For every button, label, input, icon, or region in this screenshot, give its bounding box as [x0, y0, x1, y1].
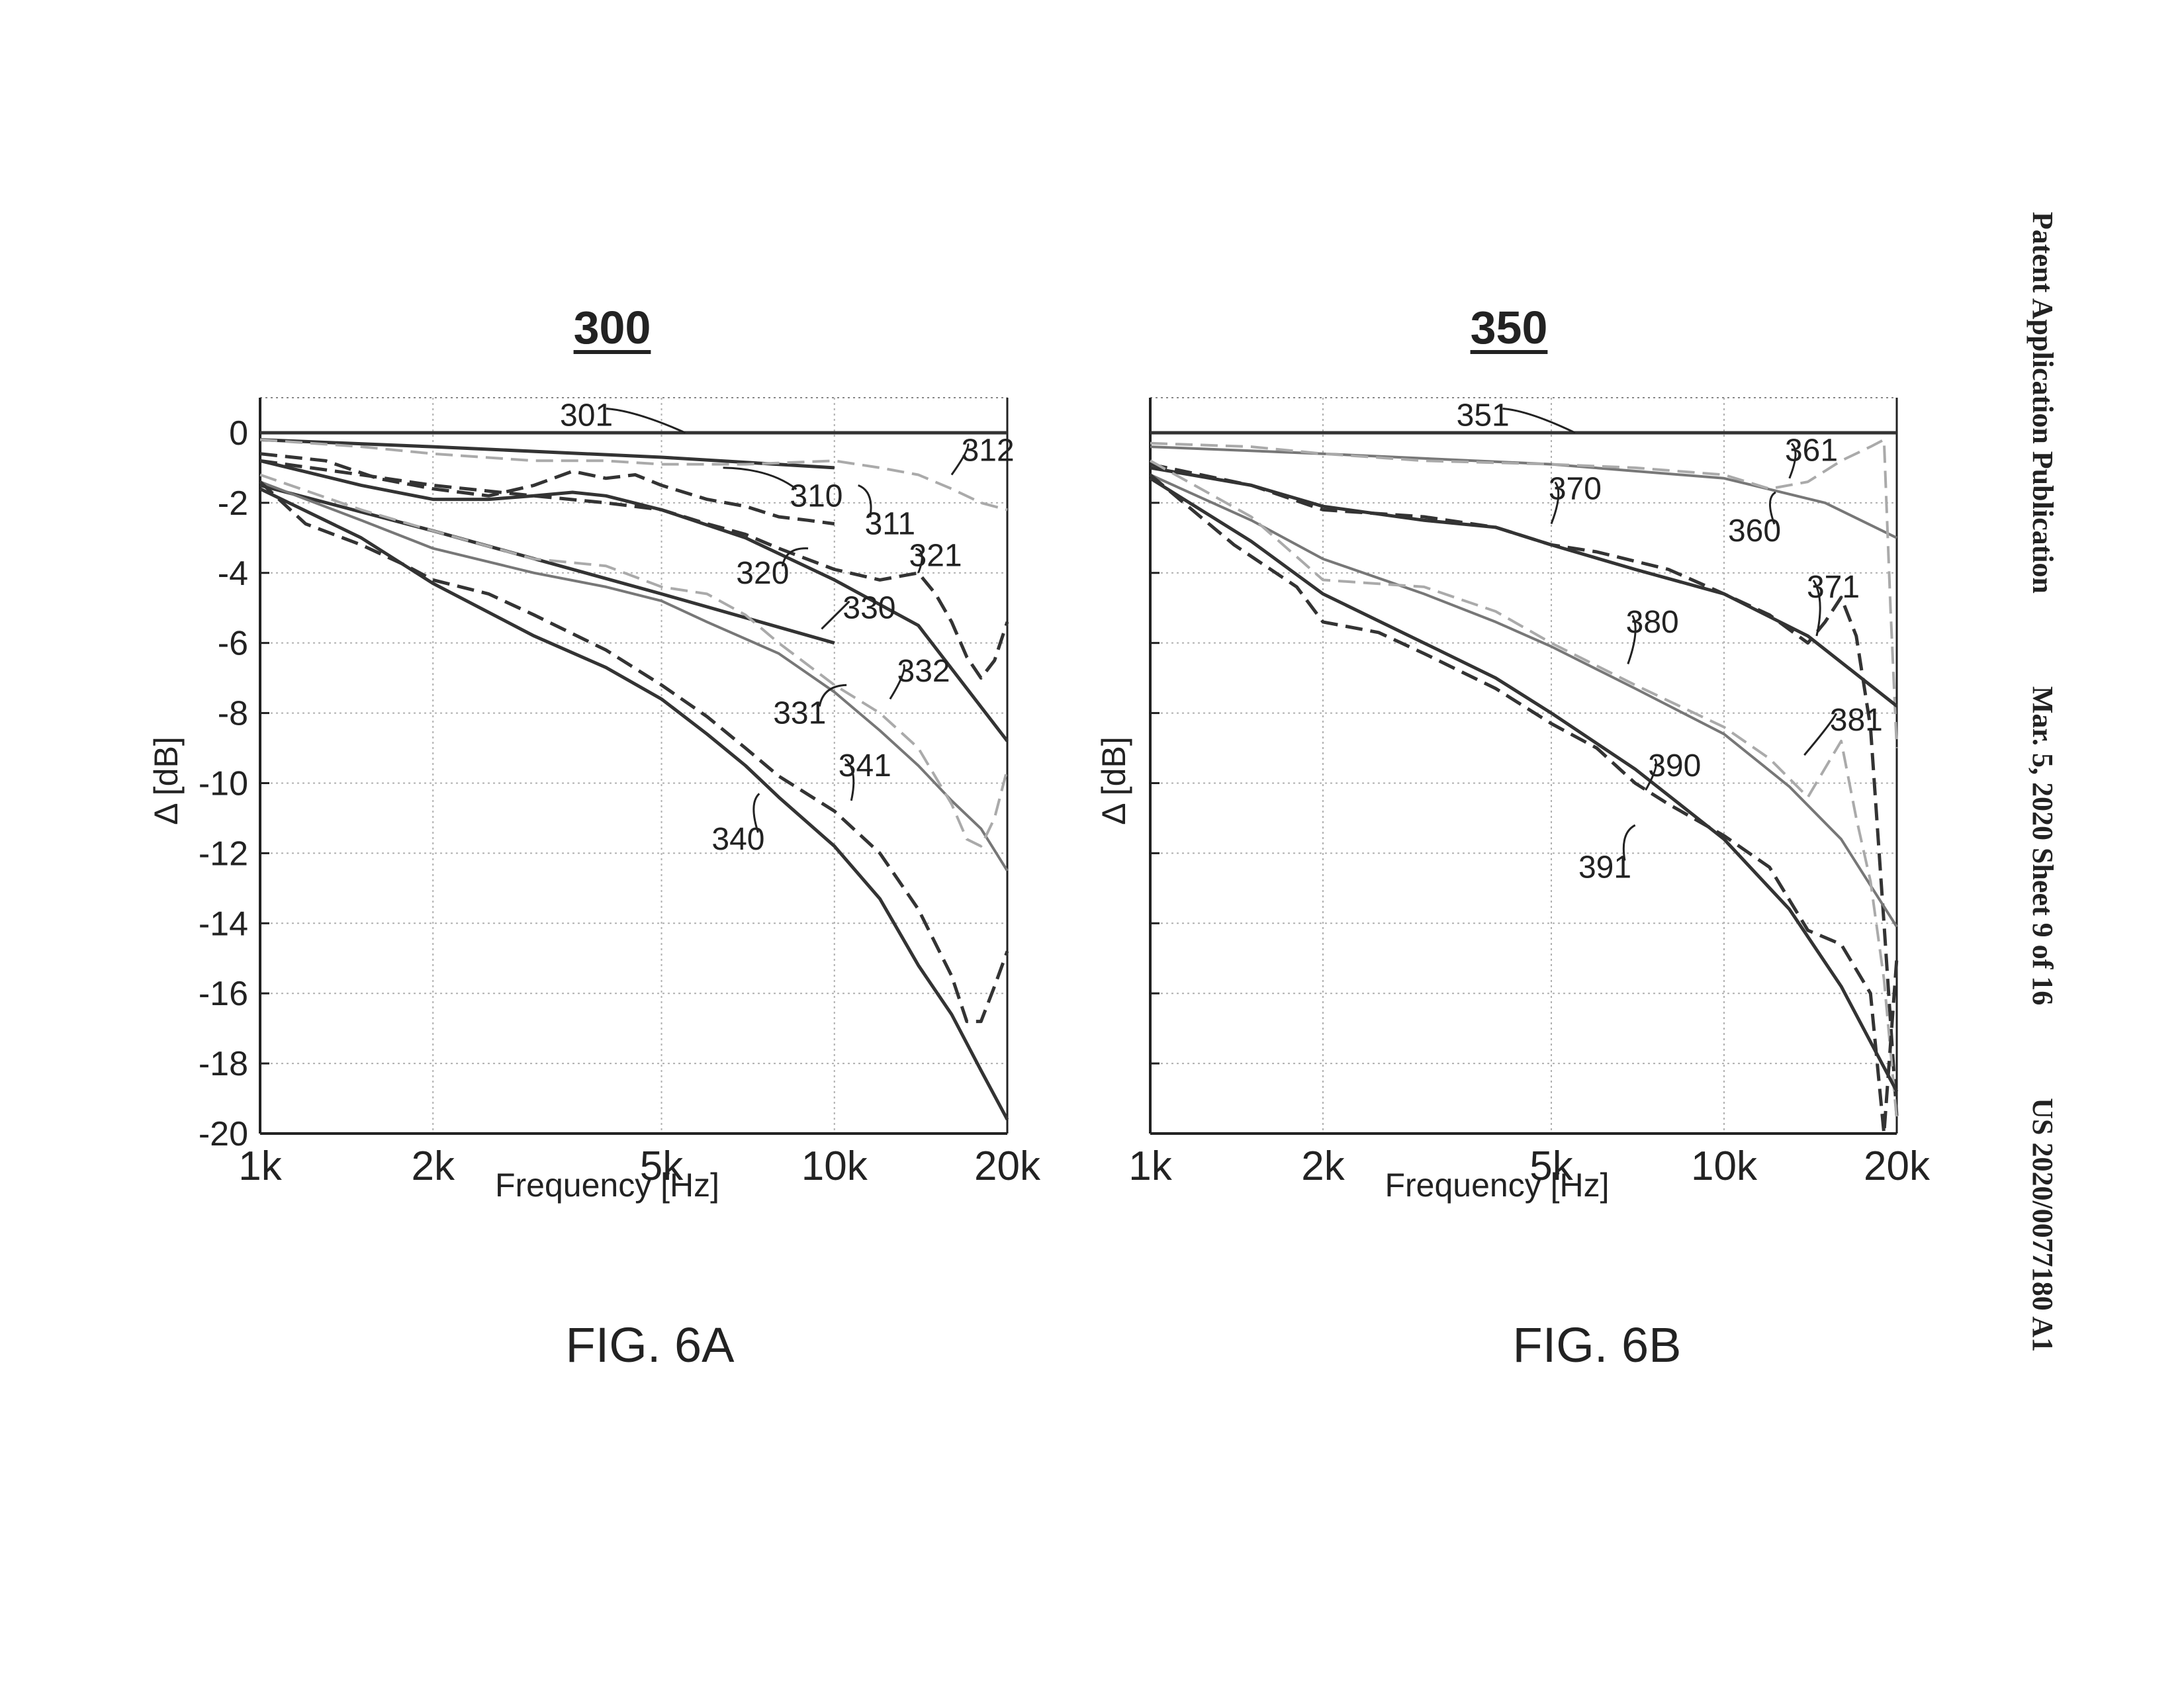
- series-line-381: [1150, 459, 1898, 1120]
- series-line-332: [259, 473, 1009, 848]
- callout-label-340: 340: [711, 822, 764, 857]
- series-line-391: [1149, 473, 1899, 1136]
- series-line-341: [259, 480, 1009, 1024]
- y-tick-label: -2: [218, 484, 248, 523]
- x-tick-label: 1k: [1128, 1143, 1172, 1189]
- callout-label-312: 312: [962, 433, 1015, 468]
- x-tick-label: 5k: [640, 1143, 684, 1189]
- y-tick-label: -4: [218, 555, 248, 593]
- series-line-370: [1150, 466, 1898, 707]
- series-line-311: [259, 452, 835, 526]
- callout-leader-310: [723, 467, 797, 490]
- x-tick-label: 5k: [1529, 1143, 1573, 1189]
- callout-leader-311: [858, 484, 872, 517]
- callout-label-310: 310: [790, 478, 842, 513]
- callout-leader-320: [781, 547, 809, 567]
- callout-leader-381: [1803, 713, 1838, 756]
- x-tick-label: 20k: [1864, 1143, 1931, 1189]
- series-line-390: [1149, 476, 1899, 1092]
- series-line-310: [259, 438, 835, 470]
- x-tick-label: 10k: [1691, 1143, 1758, 1189]
- x-tick-label: 2k: [411, 1143, 455, 1189]
- y-tick-label: -12: [199, 834, 248, 873]
- callout-label-301: 301: [560, 398, 613, 433]
- grid: [1150, 397, 1897, 1134]
- x-axis-label: Frequency [Hz]: [1385, 1167, 1609, 1204]
- x-tick-label: 20k: [974, 1143, 1041, 1189]
- callout-leader-332: [889, 664, 905, 700]
- y-tick-label: -14: [199, 905, 248, 943]
- callout-leader-341: [844, 758, 855, 801]
- y-axis-label: Δ [dB]: [148, 736, 185, 825]
- series-line-360: [1150, 445, 1897, 539]
- figure-number-b: 350: [1470, 302, 1548, 353]
- x-axis-label: Frequency [Hz]: [495, 1167, 719, 1204]
- series-line-361: [1150, 438, 1898, 748]
- series-line-312: [259, 438, 1008, 512]
- callout-label-321: 321: [909, 538, 962, 573]
- callout-label-361: 361: [1785, 433, 1838, 468]
- callout-leader-361: [1788, 443, 1797, 479]
- callout-label-330: 330: [842, 591, 895, 626]
- y-tick-label: -8: [218, 695, 248, 733]
- callout-label-341: 341: [839, 748, 891, 783]
- series-line-340: [259, 487, 1009, 1120]
- x-tick-label: 10k: [801, 1143, 868, 1189]
- callout-leader-321: [915, 547, 923, 574]
- callout-leader-390: [1645, 758, 1657, 791]
- y-axis-label: Δ [dB]: [1095, 736, 1132, 825]
- callout-label-380: 380: [1626, 605, 1679, 640]
- callout-leader-370: [1550, 481, 1560, 525]
- callout-leader-371: [1812, 580, 1821, 637]
- callout-label-331: 331: [773, 696, 826, 731]
- y-tick-label: -20: [199, 1115, 248, 1153]
- callout-leader-330: [821, 600, 850, 630]
- x-tick-label: 1k: [238, 1143, 282, 1189]
- callout-leader-301: [606, 407, 686, 434]
- callout-label-320: 320: [736, 556, 789, 591]
- y-tick-label: -18: [199, 1045, 248, 1083]
- callout-label-390: 390: [1648, 748, 1701, 783]
- figure-caption-b: FIG. 6B: [1512, 1317, 1682, 1372]
- callout-leader-391: [1622, 824, 1636, 861]
- callout-label-381: 381: [1830, 703, 1883, 738]
- y-tick-label: -10: [199, 764, 248, 803]
- figure-number-a: 300: [573, 302, 651, 353]
- callout-leader-360: [1768, 491, 1776, 525]
- callout-label-351: 351: [1457, 398, 1510, 433]
- callout-label-371: 371: [1807, 570, 1860, 605]
- figure-caption-a: FIG. 6A: [565, 1317, 735, 1372]
- callout-leader-312: [950, 443, 970, 476]
- callout-leader-331: [818, 684, 847, 707]
- y-tick-label: -16: [199, 975, 248, 1013]
- callout-label-370: 370: [1549, 472, 1602, 507]
- callout-label-332: 332: [897, 654, 950, 689]
- series-line-320: [259, 459, 1009, 742]
- callout-label-391: 391: [1578, 850, 1631, 885]
- y-tick-label: -6: [218, 625, 248, 663]
- callout-label-360: 360: [1728, 513, 1781, 549]
- callout-label-311: 311: [865, 507, 916, 542]
- series-line-371: [1150, 463, 1899, 1116]
- callout-leader-380: [1627, 615, 1637, 664]
- x-tick-label: 2k: [1301, 1143, 1345, 1189]
- y-tick-label: 0: [229, 414, 248, 453]
- series-line-380: [1150, 473, 1898, 928]
- callout-leader-351: [1502, 407, 1576, 434]
- callout-leader-340: [752, 793, 760, 833]
- series-line-321: [259, 459, 1009, 680]
